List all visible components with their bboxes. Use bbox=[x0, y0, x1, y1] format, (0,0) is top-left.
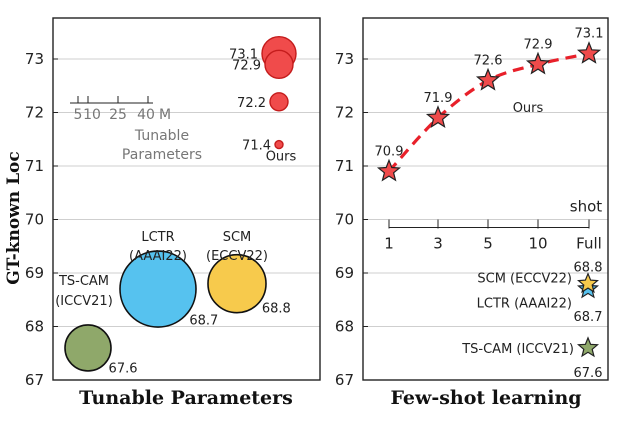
size-legend-tick: 5 bbox=[74, 107, 83, 123]
size-legend-tick: 40 bbox=[137, 107, 155, 123]
left-y-tick-label: 67 bbox=[25, 371, 44, 389]
ours-point-label: 70.9 bbox=[375, 144, 404, 159]
ours-bubble bbox=[274, 139, 284, 150]
baseline-value-label: 68.8 bbox=[262, 302, 291, 317]
right-y-tick-label: 70 bbox=[335, 211, 354, 229]
baseline-name: LCTR (AAAI22) bbox=[477, 296, 572, 311]
size-legend-caption: Tunable bbox=[134, 128, 189, 144]
left-panel-title: Tunable Parameters bbox=[79, 387, 293, 409]
y-axis-label: GT-known Loc bbox=[4, 151, 24, 284]
right-panel: 67 68 69 70 71 72 73 1 3 5 10 Full shot 70.9 71.9 72.… bbox=[335, 17, 609, 409]
shot-axis-tick-label: 1 bbox=[384, 235, 394, 253]
baseline-name: TS-CAM (ICCV21) bbox=[461, 342, 574, 357]
right-plot-frame bbox=[362, 17, 609, 381]
baseline-star-marker bbox=[576, 272, 600, 294]
baseline-name: SCM bbox=[223, 230, 252, 245]
left-y-tick-label: 72 bbox=[25, 104, 44, 122]
baseline-star-marker bbox=[576, 336, 600, 358]
baseline-bubble bbox=[119, 250, 197, 328]
left-plot-frame bbox=[52, 17, 321, 381]
right-y-tick-label: 67 bbox=[335, 371, 354, 389]
shot-axis-tick-label: Full bbox=[576, 235, 602, 253]
right-y-tick-label: 72 bbox=[335, 104, 354, 122]
baseline-value-label: 67.6 bbox=[574, 366, 603, 381]
baseline-bubble bbox=[64, 324, 112, 372]
ours-point-label: 71.9 bbox=[424, 91, 453, 106]
baseline-bubble bbox=[207, 253, 267, 314]
size-legend-caption: Parameters bbox=[122, 147, 202, 163]
size-legend: 5 10 25 40 M Tunable Parameters bbox=[70, 96, 202, 163]
baseline-value-label: 68.8 bbox=[574, 260, 603, 275]
baseline-name: TS-CAM bbox=[58, 274, 109, 289]
left-y-tick-label: 68 bbox=[25, 318, 44, 336]
baseline-name: SCM (ECCV22) bbox=[477, 272, 572, 287]
ours-series-label: Ours bbox=[513, 101, 544, 116]
right-y-tick-label: 68 bbox=[335, 318, 354, 336]
ours-value-label: 73.1 bbox=[229, 48, 258, 63]
baseline-name: LCTR bbox=[141, 230, 174, 245]
ours-point-label: 73.1 bbox=[575, 27, 604, 42]
left-y-tick-label: 70 bbox=[25, 211, 44, 229]
right-panel-title: Few-shot learning bbox=[390, 387, 581, 409]
ours-star-marker bbox=[376, 158, 402, 182]
right-y-tick-label: 71 bbox=[335, 157, 354, 175]
left-y-tick-label: 73 bbox=[25, 50, 44, 68]
baseline-venue: (AAAI22) bbox=[129, 249, 187, 264]
shot-axis-title: shot bbox=[570, 198, 602, 216]
ours-value-label: 72.2 bbox=[237, 96, 266, 111]
baseline-venue: (ICCV21) bbox=[55, 294, 113, 309]
baseline-venue: (ECCV22) bbox=[206, 249, 268, 264]
shot-axis: 1 3 5 10 Full shot bbox=[384, 198, 602, 253]
shot-axis-tick-label: 5 bbox=[483, 235, 493, 253]
ours-bubble bbox=[269, 92, 289, 112]
right-y-tick-label: 69 bbox=[335, 264, 354, 282]
ours-label: Ours bbox=[266, 149, 297, 164]
left-y-tick-label: 71 bbox=[25, 157, 44, 175]
ours-point-label: 72.6 bbox=[474, 53, 503, 68]
ours-star-marker bbox=[425, 105, 451, 129]
ours-value-label: 71.4 bbox=[242, 139, 271, 154]
ours-value-label: 72.9 bbox=[232, 58, 261, 73]
ours-star-marker bbox=[576, 41, 602, 64]
size-legend-tick: 10 bbox=[83, 107, 101, 123]
baseline-value-label: 67.6 bbox=[109, 361, 138, 376]
shot-axis-tick-label: 10 bbox=[528, 235, 547, 253]
shot-axis-tick-label: 3 bbox=[433, 235, 443, 253]
right-y-tick-label: 73 bbox=[335, 50, 354, 68]
ours-point-label: 72.9 bbox=[524, 37, 553, 52]
ours-star-marker bbox=[525, 51, 551, 75]
left-panel: 67 68 69 70 71 72 73 5 10 25 40 M Tunable Para… bbox=[25, 17, 321, 409]
left-y-tick-label: 69 bbox=[25, 264, 44, 282]
ours-star-marker bbox=[475, 67, 501, 91]
baseline-value-label: 68.7 bbox=[574, 310, 603, 325]
size-legend-unit: M bbox=[159, 107, 171, 123]
size-legend-tick: 25 bbox=[109, 107, 127, 123]
ours-bubble bbox=[264, 49, 294, 80]
baseline-value-label: 68.7 bbox=[189, 313, 218, 328]
